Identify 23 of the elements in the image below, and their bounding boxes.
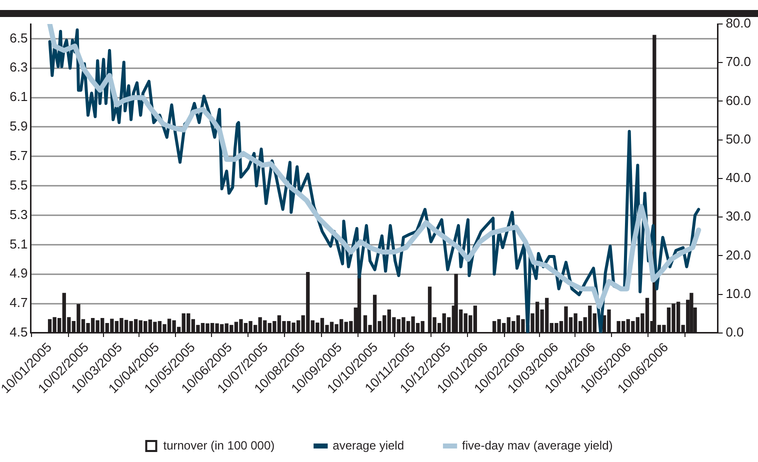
y2-tick-label: 50.0 (726, 131, 752, 146)
y2-tick-label: 20.0 (726, 247, 752, 262)
y-tick-label: 6.5 (10, 30, 28, 46)
y-tick-label: 5.9 (10, 118, 28, 134)
y2-tick-label: 30.0 (726, 208, 752, 224)
y-tick-label: 5.1 (10, 236, 28, 252)
y-tick-label: 4.5 (10, 324, 28, 340)
y2-tick-label: 70.0 (726, 54, 752, 70)
y2-tick-label: 10.0 (726, 286, 752, 301)
y-tick-label: 4.7 (10, 295, 28, 310)
y2-tick-label: 40.0 (726, 170, 752, 186)
legend-label: five-day mav (average yield) (462, 438, 613, 452)
y-tick-label: 5.3 (10, 206, 28, 222)
legend-label: turnover (in 100 000) (163, 438, 275, 452)
legend-label: average yield (332, 438, 404, 452)
y-tick-label: 5.7 (10, 148, 28, 163)
y2-tick-label: 60.0 (726, 92, 752, 108)
y-tick-label: 4.9 (10, 266, 28, 281)
y2-tick-label: 0.0 (726, 324, 744, 340)
y2-tick-label: 80.0 (726, 16, 752, 31)
y-tick-label: 5.5 (10, 177, 28, 192)
y-tick-label: 6.1 (10, 89, 28, 104)
y-tick-label: 6.3 (10, 60, 28, 75)
